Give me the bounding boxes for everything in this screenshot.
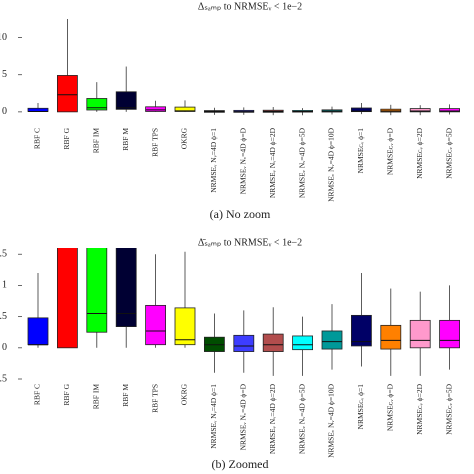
box — [27, 317, 49, 346]
x-tick-label: OKRG — [180, 383, 189, 405]
x-tick-label: NRMSEᵥ Nᵥ=4D ϕ=10D — [327, 127, 336, 201]
y-tick-label: 1 — [2, 280, 7, 291]
x-tick-label: NRMSEᴄᵥ ϕ=1 — [356, 384, 365, 430]
y-tick-label: 10 — [0, 32, 7, 43]
x-tick-label: NRMSEᵥ Nᵥ=4D ϕ=5D — [297, 383, 306, 454]
box — [233, 334, 255, 352]
box — [439, 108, 461, 113]
box — [145, 106, 167, 112]
x-tick-label: NRMSEᴄᵥ ϕ=2D — [415, 127, 424, 178]
box — [174, 307, 196, 346]
y-tick-label: 0 — [2, 342, 7, 353]
caption: (b) Zoomed — [212, 457, 269, 471]
x-tick-label: OKRG — [180, 127, 189, 149]
box — [380, 324, 402, 350]
x-tick-label: NRMSEᴄᵥ ϕ=1 — [356, 128, 365, 174]
x-tick-label: NRMSEᵥ Nᵥ=4D ϕ=D — [239, 383, 248, 450]
box — [439, 319, 461, 349]
x-tick-label: RBF G — [62, 383, 71, 405]
plot-area — [27, 248, 461, 376]
box — [262, 333, 284, 352]
x-tick-label: NRMSEᵥ Nᵥ=4D ϕ=1 — [209, 384, 218, 449]
x-tick-label: NRMSEᵥ Nᵥ=4D ϕ=10D — [327, 383, 336, 457]
box — [409, 319, 431, 349]
x-tick-label: NRMSEᵥ Nᵥ=4D ϕ=5D — [297, 127, 306, 198]
y-tick-label: 5 — [2, 69, 7, 80]
x-tick-label: RBF IM — [92, 128, 101, 154]
x-tick-label: RBF TPS — [150, 384, 159, 413]
box — [145, 304, 167, 346]
box — [321, 330, 343, 350]
x-tick-label: RBF G — [62, 127, 71, 149]
box — [350, 314, 372, 347]
x-tick-label: RBF C — [33, 128, 42, 149]
box — [350, 107, 372, 113]
box — [86, 98, 108, 111]
x-tick-label: NRMSEᴄᵥ ϕ=D — [386, 383, 395, 431]
x-tick-label: NRMSEᴄᵥ ϕ=5D — [444, 383, 453, 434]
x-tick-label: NRMSEᵥ Nᵥ=4D ϕ=D — [239, 127, 248, 194]
box — [115, 91, 137, 110]
x-tick-label: NRMSEᴄᵥ ϕ=5D — [444, 127, 453, 178]
x-tick-label: RBF TPS — [150, 128, 159, 157]
plot-area — [27, 19, 461, 116]
box — [57, 248, 78, 349]
chart-title: Δ̄ₛₐₘₚ to NRMSEᵥ < 1e−2 — [198, 237, 302, 248]
box — [86, 248, 108, 333]
box — [57, 75, 78, 113]
y-tick-label: 0.5 — [0, 311, 7, 322]
x-tick-label: NRMSEᵥ Nᵥ=4D ϕ=1 — [209, 128, 218, 193]
box — [409, 108, 431, 113]
box — [292, 335, 314, 351]
y-tick-label: 1.5 — [0, 249, 7, 260]
x-tick-label: NRMSEᴄᵥ ϕ=2D — [415, 383, 424, 434]
y-tick-label: -0.5 — [0, 373, 7, 384]
box — [174, 106, 196, 112]
x-tick-label: RBF IM — [92, 384, 101, 410]
x-tick-label: RBF C — [33, 384, 42, 405]
x-tick-label: NRMSEᵥ Nᵥ=4D ϕ=2D — [268, 383, 277, 454]
box — [115, 248, 137, 328]
y-tick-label: 0 — [2, 106, 7, 117]
x-tick-label: NRMSEᴄᵥ ϕ=D — [386, 127, 395, 175]
chart-title: Δₛₐₘₚ to NRMSEᵥ < 1e−2 — [198, 1, 302, 12]
x-tick-label: RBF M — [121, 128, 130, 151]
x-tick-label: NRMSEᵥ Nᵥ=4D ϕ=2D — [268, 127, 277, 198]
x-tick-label: RBF M — [121, 384, 130, 407]
caption: (a) No zoom — [210, 207, 271, 221]
